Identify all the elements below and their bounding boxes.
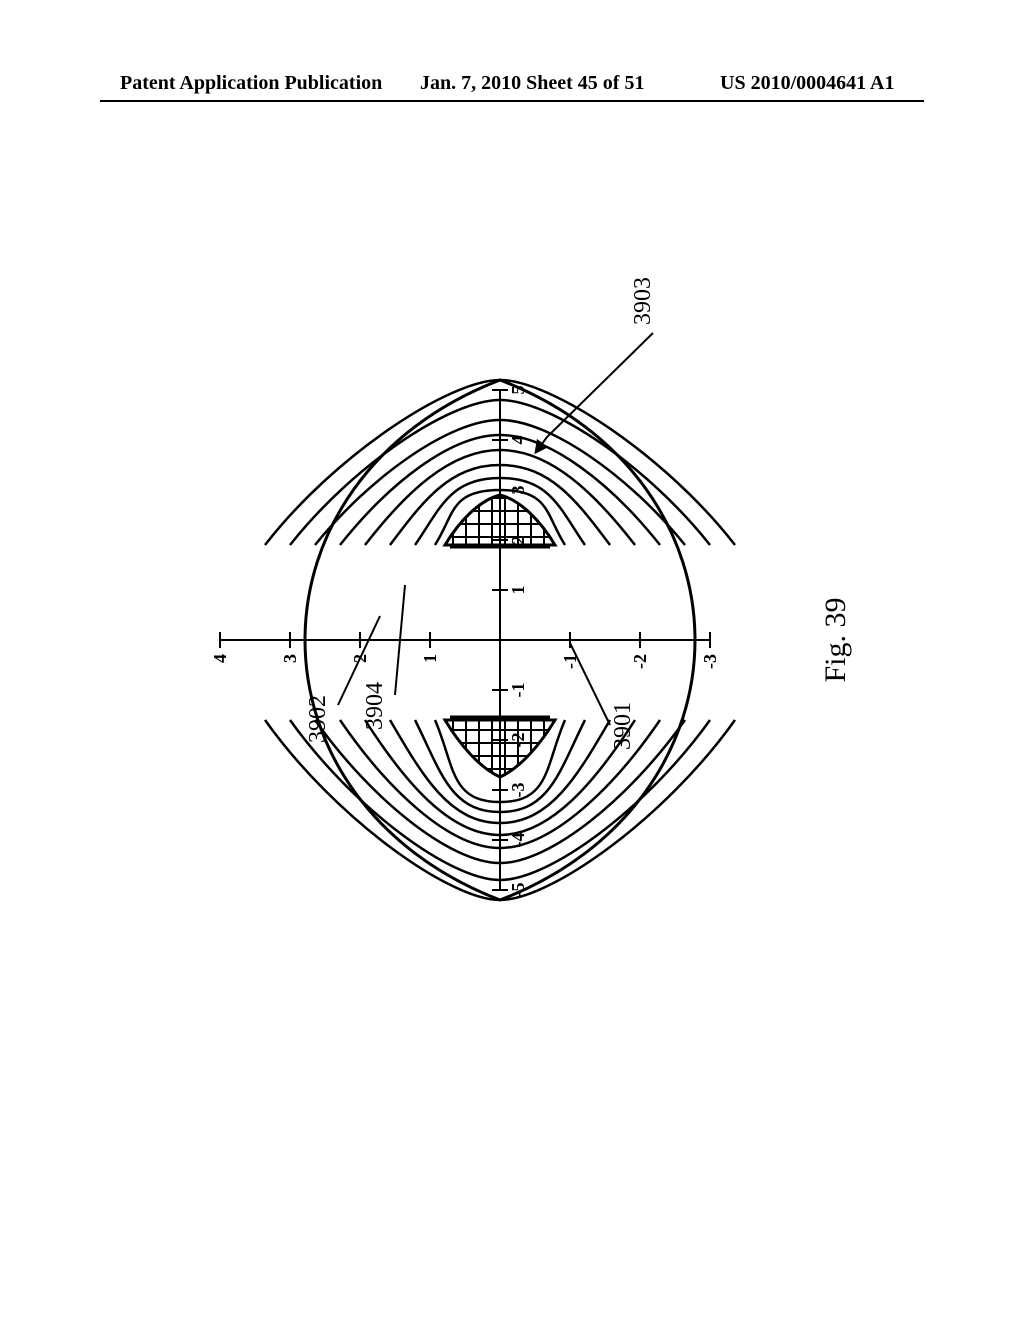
header-mid: Jan. 7, 2010 Sheet 45 of 51	[420, 72, 644, 95]
svg-text:1: 1	[508, 586, 528, 595]
svg-text:Fig. 39: Fig. 39	[819, 597, 852, 682]
svg-text:3901: 3901	[610, 702, 636, 750]
svg-text:3904: 3904	[362, 682, 388, 730]
svg-text:3: 3	[280, 654, 300, 663]
svg-text:-1: -1	[508, 683, 528, 698]
svg-text:1: 1	[420, 654, 440, 663]
figure-39: -5-4-3-2-112345-3-2-11234390139023903390…	[120, 260, 880, 1020]
figure-svg: -5-4-3-2-112345-3-2-11234390139023903390…	[120, 260, 880, 1020]
svg-text:3902: 3902	[305, 695, 331, 743]
header-rule	[100, 100, 924, 102]
svg-text:-3: -3	[700, 654, 720, 669]
header-right: US 2010/0004641 A1	[720, 72, 894, 95]
svg-text:3903: 3903	[630, 277, 656, 325]
header-left: Patent Application Publication	[120, 72, 382, 95]
svg-text:4: 4	[210, 654, 230, 663]
svg-text:-2: -2	[630, 654, 650, 669]
svg-text:-3: -3	[508, 783, 528, 798]
